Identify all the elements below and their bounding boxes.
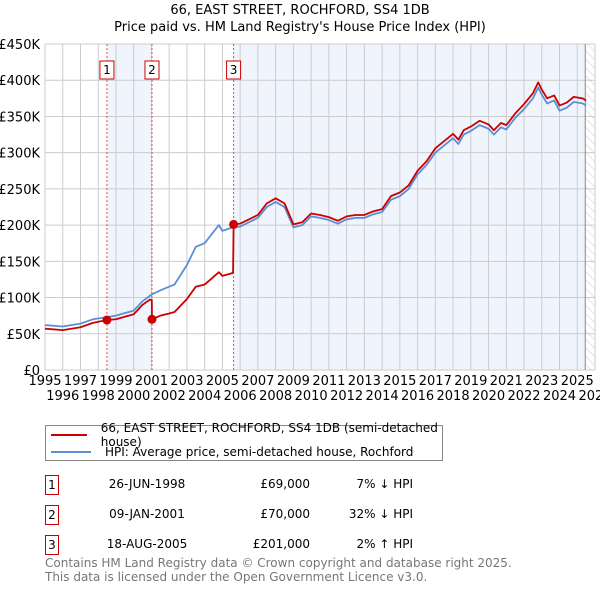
hpi-line xyxy=(44,86,587,328)
x-tick-label: 2007 xyxy=(241,374,274,389)
legend-label: 66, EAST STREET, ROCHFORD, SS4 1DB (semi… xyxy=(100,420,438,449)
sale-point xyxy=(102,315,112,325)
sale-marker-label: 1 xyxy=(103,63,111,77)
transaction-date: 18-AUG-2005 xyxy=(106,537,188,551)
y-tick-label: £0 xyxy=(23,364,40,379)
legend-item-property: 66, EAST STREET, ROCHFORD, SS4 1DB (semi… xyxy=(46,421,442,449)
x-tick-label: 2002 xyxy=(153,389,186,404)
x-tick-label: 2025 xyxy=(561,374,594,389)
x-tick-label: 1995 xyxy=(28,374,61,389)
y-tick-label: £150K xyxy=(0,255,40,270)
x-tick-label: 2001 xyxy=(135,374,168,389)
sale-marker-box xyxy=(144,60,160,80)
transaction-date: 09-JAN-2001 xyxy=(109,507,185,521)
legend-label: HPI: Average price, semi-detached house,… xyxy=(105,444,414,459)
y-tick-label: £300K xyxy=(0,147,40,162)
x-tick-label: 2006 xyxy=(224,389,257,404)
transaction-hpi-diff: 2% ↑ HPI xyxy=(356,537,413,551)
y-tick-label: £50K xyxy=(7,328,41,343)
x-tick-label: 2008 xyxy=(259,389,292,404)
x-tick-label: 2000 xyxy=(117,389,150,404)
sale-point xyxy=(147,314,157,324)
x-tick-label: 2009 xyxy=(277,374,310,389)
footer-line: This data is licensed under the Open Gov… xyxy=(45,570,428,584)
x-tick-label: 2004 xyxy=(188,389,221,404)
y-tick-label: £450K xyxy=(0,38,40,53)
legend-item-hpi: HPI: Average price, semi-detached house,… xyxy=(46,443,413,460)
transaction-hpi-diff: 7% ↓ HPI xyxy=(356,477,413,491)
shaded-period xyxy=(106,44,152,370)
x-tick-label: 2014 xyxy=(366,389,399,404)
transaction-number: 2 xyxy=(45,505,59,525)
transaction-price: £69,000 xyxy=(260,477,310,491)
x-tick-label: 1997 xyxy=(64,374,97,389)
x-tick-label: 2026 xyxy=(578,389,600,404)
y-tick-label: £400K xyxy=(0,74,40,89)
footer: Contains HM Land Registry data © Crown c… xyxy=(45,556,512,584)
x-tick-label: 2015 xyxy=(383,374,416,389)
x-tick-label: 2010 xyxy=(295,389,328,404)
transaction-price: £70,000 xyxy=(260,507,310,521)
x-tick-label: 2023 xyxy=(525,374,558,389)
x-tick-label: 2020 xyxy=(472,389,505,404)
chart-subtitle: Price paid vs. HM Land Registry's House … xyxy=(114,20,486,35)
legend-swatch-red xyxy=(51,433,87,436)
y-tick-label: £250K xyxy=(0,183,40,198)
chart-title: 66, EAST STREET, ROCHFORD, SS4 1DB xyxy=(170,3,430,18)
x-tick-label: 1999 xyxy=(99,374,132,389)
forecast-hatch xyxy=(585,44,595,370)
transaction-price: £201,000 xyxy=(252,537,310,551)
transaction-number: 1 xyxy=(45,475,59,495)
y-tick-label: £100K xyxy=(0,292,40,307)
sale-marker-box xyxy=(99,60,115,80)
y-tick-label: £350K xyxy=(0,110,40,125)
x-tick-label: 2003 xyxy=(170,374,203,389)
shaded-period xyxy=(233,44,586,370)
x-tick-label: 2013 xyxy=(348,374,381,389)
x-tick-label: 2011 xyxy=(312,374,345,389)
x-tick-label: 2022 xyxy=(507,389,540,404)
sale-marker-label: 3 xyxy=(230,63,238,77)
y-tick-label: £200K xyxy=(0,219,40,234)
legend-swatch-blue xyxy=(51,450,91,453)
x-tick-label: 2005 xyxy=(206,374,239,389)
sale-point xyxy=(229,219,239,229)
x-tick-label: 2021 xyxy=(490,374,523,389)
legend: 66, EAST STREET, ROCHFORD, SS4 1DB (semi… xyxy=(45,421,443,461)
transaction-row: 2 09-JAN-2001 £70,000 32% ↓ HPI xyxy=(45,505,445,525)
transaction-row: 3 18-AUG-2005 £201,000 2% ↑ HPI xyxy=(45,535,445,555)
transaction-date: 26-JUN-1998 xyxy=(108,477,186,491)
x-tick-label: 2024 xyxy=(543,389,576,404)
sale-marker-label: 2 xyxy=(148,63,156,77)
sale-marker-box xyxy=(226,60,242,80)
transaction-row: 1 26-JUN-1998 £69,000 7% ↓ HPI xyxy=(45,475,445,495)
price-chart: 1995199619971998199920002001200220032004… xyxy=(0,38,600,404)
transaction-number: 3 xyxy=(45,535,59,555)
x-tick-label: 2018 xyxy=(437,389,470,404)
x-tick-label: 2016 xyxy=(401,389,434,404)
x-tick-label: 2012 xyxy=(330,389,363,404)
transaction-hpi-diff: 32% ↓ HPI xyxy=(348,507,413,521)
x-tick-label: 1996 xyxy=(46,389,79,404)
footer-line: Contains HM Land Registry data © Crown c… xyxy=(45,556,512,570)
x-tick-label: 2017 xyxy=(419,374,452,389)
property-price-line xyxy=(44,81,587,332)
x-tick-label: 2019 xyxy=(454,374,487,389)
x-tick-label: 1998 xyxy=(82,389,115,404)
